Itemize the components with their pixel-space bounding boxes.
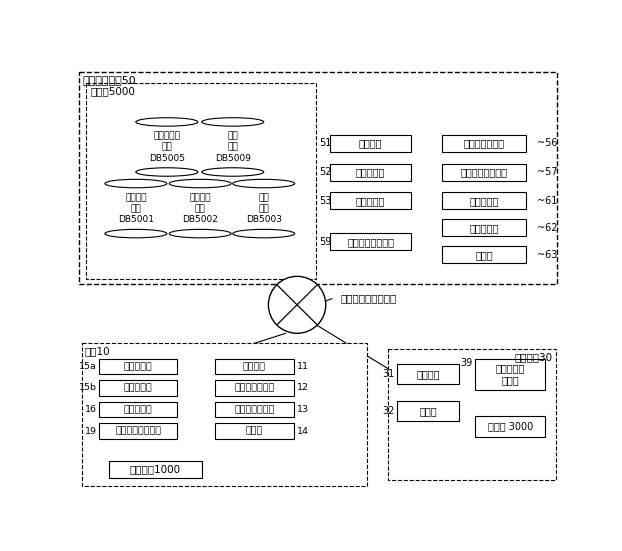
Ellipse shape	[169, 229, 231, 238]
FancyBboxPatch shape	[388, 349, 556, 480]
Text: 音声入力部: 音声入力部	[124, 362, 152, 371]
Text: 51: 51	[320, 138, 332, 148]
FancyBboxPatch shape	[442, 134, 526, 152]
Text: 音声出力部: 音声出力部	[124, 383, 152, 392]
Text: 予約
管理
DB5009: 予約 管理 DB5009	[215, 131, 251, 163]
Text: 11: 11	[297, 362, 309, 371]
FancyBboxPatch shape	[397, 401, 459, 421]
Text: 撮像部: 撮像部	[246, 426, 263, 436]
Ellipse shape	[136, 168, 198, 176]
Text: 送受信部: 送受信部	[416, 369, 440, 379]
Text: 予約判断部: 予約判断部	[469, 223, 499, 233]
Text: 記憶・読出
処理部: 記憶・読出 処理部	[496, 363, 525, 385]
FancyBboxPatch shape	[100, 359, 177, 374]
Text: 端末認証
管理
DB5002: 端末認証 管理 DB5002	[182, 193, 218, 224]
FancyBboxPatch shape	[85, 83, 317, 279]
Text: セッション管理部: セッション管理部	[460, 168, 508, 177]
Text: 53: 53	[320, 196, 332, 206]
Text: 中継装置
管理
DB5001: 中継装置 管理 DB5001	[118, 193, 154, 224]
FancyBboxPatch shape	[215, 402, 294, 417]
FancyBboxPatch shape	[442, 164, 526, 181]
FancyBboxPatch shape	[475, 415, 545, 437]
Text: 中継装置選択部: 中継装置選択部	[463, 138, 504, 148]
Text: 31: 31	[383, 369, 395, 379]
Text: 状態管理部: 状態管理部	[356, 196, 386, 206]
FancyBboxPatch shape	[215, 359, 294, 374]
Ellipse shape	[105, 179, 167, 188]
FancyBboxPatch shape	[330, 233, 411, 250]
Circle shape	[269, 277, 326, 333]
Ellipse shape	[202, 168, 264, 176]
Text: 32: 32	[383, 406, 395, 416]
Text: 記憶部 3000: 記憶部 3000	[488, 422, 533, 431]
FancyBboxPatch shape	[442, 219, 526, 236]
Ellipse shape	[169, 179, 231, 188]
FancyBboxPatch shape	[215, 380, 294, 396]
Text: 12: 12	[297, 383, 309, 392]
Ellipse shape	[233, 179, 295, 188]
Text: 15a: 15a	[79, 362, 97, 371]
FancyBboxPatch shape	[475, 359, 545, 390]
Text: ~63: ~63	[537, 250, 557, 260]
Text: ~62: ~62	[537, 223, 557, 233]
FancyBboxPatch shape	[109, 461, 202, 478]
Text: 予約抽出部: 予約抽出部	[469, 196, 499, 206]
Text: 記憶・読出処理部: 記憶・読出処理部	[347, 237, 394, 247]
Text: 記憶部5000: 記憶部5000	[90, 86, 135, 96]
FancyBboxPatch shape	[442, 192, 526, 209]
Text: ~61: ~61	[537, 196, 557, 206]
Text: 端末10: 端末10	[85, 347, 110, 356]
Text: ~56: ~56	[537, 138, 557, 148]
Text: 表示制御部: 表示制御部	[124, 405, 152, 414]
Text: 59: 59	[320, 237, 332, 247]
Text: 15b: 15b	[79, 383, 97, 392]
Text: 14: 14	[297, 426, 309, 436]
FancyBboxPatch shape	[442, 246, 526, 263]
Text: セッション
管理
DB5005: セッション 管理 DB5005	[149, 131, 185, 163]
Text: 19: 19	[85, 426, 97, 436]
Ellipse shape	[136, 118, 198, 126]
Text: 送受信部: 送受信部	[243, 362, 266, 371]
FancyBboxPatch shape	[215, 423, 294, 439]
Text: 操作入力受付部: 操作入力受付部	[234, 383, 274, 392]
Text: ~57: ~57	[537, 168, 557, 177]
FancyBboxPatch shape	[79, 72, 557, 284]
FancyBboxPatch shape	[100, 380, 177, 396]
Text: 通信ネットワーク２: 通信ネットワーク２	[340, 294, 396, 304]
Ellipse shape	[202, 118, 264, 126]
FancyBboxPatch shape	[330, 134, 411, 152]
Text: 52: 52	[320, 168, 332, 177]
Ellipse shape	[105, 229, 167, 238]
Text: ログイン要求部: ログイン要求部	[234, 405, 274, 414]
Text: 中継装置30: 中継装置30	[514, 353, 553, 363]
FancyBboxPatch shape	[81, 343, 367, 486]
Text: 16: 16	[85, 405, 97, 414]
Text: 中継部: 中継部	[419, 406, 437, 416]
Text: 記憶・読出処理部: 記憶・読出処理部	[115, 426, 161, 436]
FancyBboxPatch shape	[330, 192, 411, 209]
Text: 作成部: 作成部	[475, 250, 493, 260]
FancyBboxPatch shape	[397, 364, 459, 384]
Ellipse shape	[233, 229, 295, 238]
FancyBboxPatch shape	[100, 402, 177, 417]
Text: 39: 39	[461, 358, 473, 368]
Text: 送受信部: 送受信部	[359, 138, 383, 148]
FancyBboxPatch shape	[330, 164, 411, 181]
Text: 記憶部　1000: 記憶部 1000	[130, 464, 181, 474]
Text: 端末
管理
DB5003: 端末 管理 DB5003	[246, 193, 282, 224]
Text: 管理システム50: 管理システム50	[82, 75, 136, 85]
Text: 端末認証部: 端末認証部	[356, 168, 386, 177]
FancyBboxPatch shape	[100, 423, 177, 439]
Text: 13: 13	[297, 405, 309, 414]
